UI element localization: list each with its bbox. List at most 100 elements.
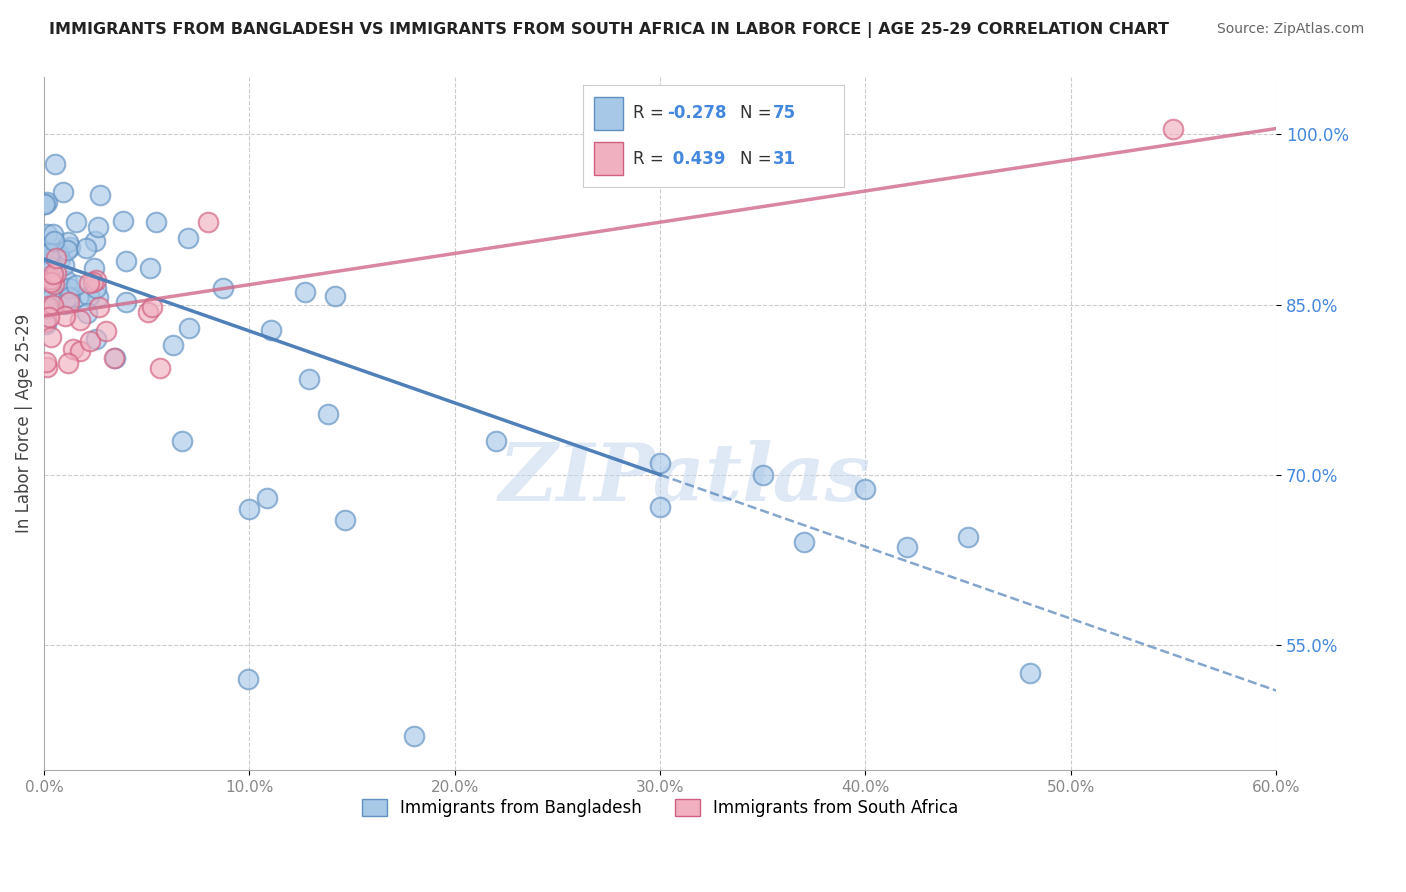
Point: [103, 351, 125, 365]
Point: [83, 260, 105, 275]
Point: [162, 338, 184, 352]
Point: [323, 289, 346, 303]
Point: [141, 300, 163, 314]
Point: [58, 290, 80, 304]
Point: [87, 300, 110, 314]
Point: [87, 219, 110, 234]
Point: [37, 299, 59, 313]
Point: [35, 301, 58, 316]
Point: [41, 260, 63, 274]
Point: [48, 247, 70, 261]
Point: [52, 186, 75, 200]
Text: IMMIGRANTS FROM BANGLADESH VS IMMIGRANTS FROM SOUTH AFRICA IN LABOR FORCE | AGE : IMMIGRANTS FROM BANGLADESH VS IMMIGRANTS…: [49, 22, 1170, 38]
Text: R =: R =: [633, 104, 669, 122]
Text: 0.439: 0.439: [666, 150, 725, 168]
Text: 75: 75: [773, 104, 796, 122]
Point: [56, 235, 79, 249]
Point: [34, 286, 56, 301]
Point: [39, 275, 62, 289]
Point: [256, 491, 278, 505]
Point: [38, 310, 60, 324]
Point: [335, 513, 357, 527]
Point: [35, 355, 58, 369]
Point: [65, 215, 87, 229]
Point: [58, 281, 80, 295]
Point: [49, 252, 72, 267]
Point: [238, 501, 260, 516]
Point: [752, 468, 775, 483]
Point: [67, 290, 90, 304]
Point: [34, 315, 56, 329]
Point: [56, 356, 79, 370]
Text: Source: ZipAtlas.com: Source: ZipAtlas.com: [1216, 22, 1364, 37]
Point: [84, 234, 107, 248]
Point: [316, 407, 339, 421]
Point: [149, 360, 172, 375]
Point: [34, 247, 56, 261]
Point: [53, 293, 76, 308]
Point: [41, 288, 63, 302]
Point: [53, 258, 76, 272]
Point: [112, 214, 135, 228]
Point: [53, 310, 76, 324]
Point: [69, 313, 91, 327]
Point: [89, 187, 111, 202]
Point: [84, 281, 107, 295]
Point: [236, 672, 259, 686]
Point: [145, 215, 167, 229]
Point: [79, 289, 101, 303]
Point: [44, 277, 66, 291]
Point: [139, 261, 162, 276]
Point: [75, 241, 97, 255]
Point: [896, 540, 918, 554]
Point: [44, 157, 66, 171]
Point: [42, 297, 65, 311]
Point: [56, 243, 79, 257]
Point: [957, 530, 980, 544]
Point: [1018, 665, 1040, 680]
Point: [34, 197, 56, 211]
Point: [37, 195, 59, 210]
Point: [855, 483, 877, 497]
Point: [45, 252, 67, 266]
Point: [114, 295, 136, 310]
Point: [114, 253, 136, 268]
Point: [56, 274, 79, 288]
Text: N =: N =: [740, 104, 776, 122]
Point: [41, 272, 63, 286]
Point: [402, 729, 425, 743]
Text: R =: R =: [633, 150, 669, 168]
Point: [53, 296, 76, 310]
Text: -0.278: -0.278: [666, 104, 727, 122]
Point: [485, 434, 508, 448]
Point: [38, 246, 60, 260]
Point: [35, 360, 58, 375]
Point: [197, 215, 219, 229]
Y-axis label: In Labor Force | Age 25-29: In Labor Force | Age 25-29: [15, 314, 32, 533]
Point: [65, 278, 87, 293]
Point: [76, 306, 98, 320]
Point: [79, 277, 101, 291]
Text: N =: N =: [740, 150, 776, 168]
Point: [39, 330, 62, 344]
Point: [104, 351, 127, 366]
Point: [259, 323, 281, 337]
Point: [298, 372, 321, 386]
Legend: Immigrants from Bangladesh, Immigrants from South Africa: Immigrants from Bangladesh, Immigrants f…: [354, 792, 966, 824]
Point: [94, 324, 117, 338]
Text: 31: 31: [773, 150, 796, 168]
Point: [44, 267, 66, 281]
Text: ZIPatlas: ZIPatlas: [499, 441, 870, 518]
Point: [41, 291, 63, 305]
Point: [1163, 121, 1185, 136]
Point: [37, 227, 59, 241]
Point: [793, 535, 815, 549]
Point: [59, 240, 82, 254]
Point: [62, 343, 84, 357]
Point: [84, 332, 107, 346]
Bar: [593, 97, 623, 130]
Bar: [593, 142, 623, 175]
Point: [58, 295, 80, 310]
Point: [42, 234, 65, 248]
Point: [48, 278, 70, 293]
